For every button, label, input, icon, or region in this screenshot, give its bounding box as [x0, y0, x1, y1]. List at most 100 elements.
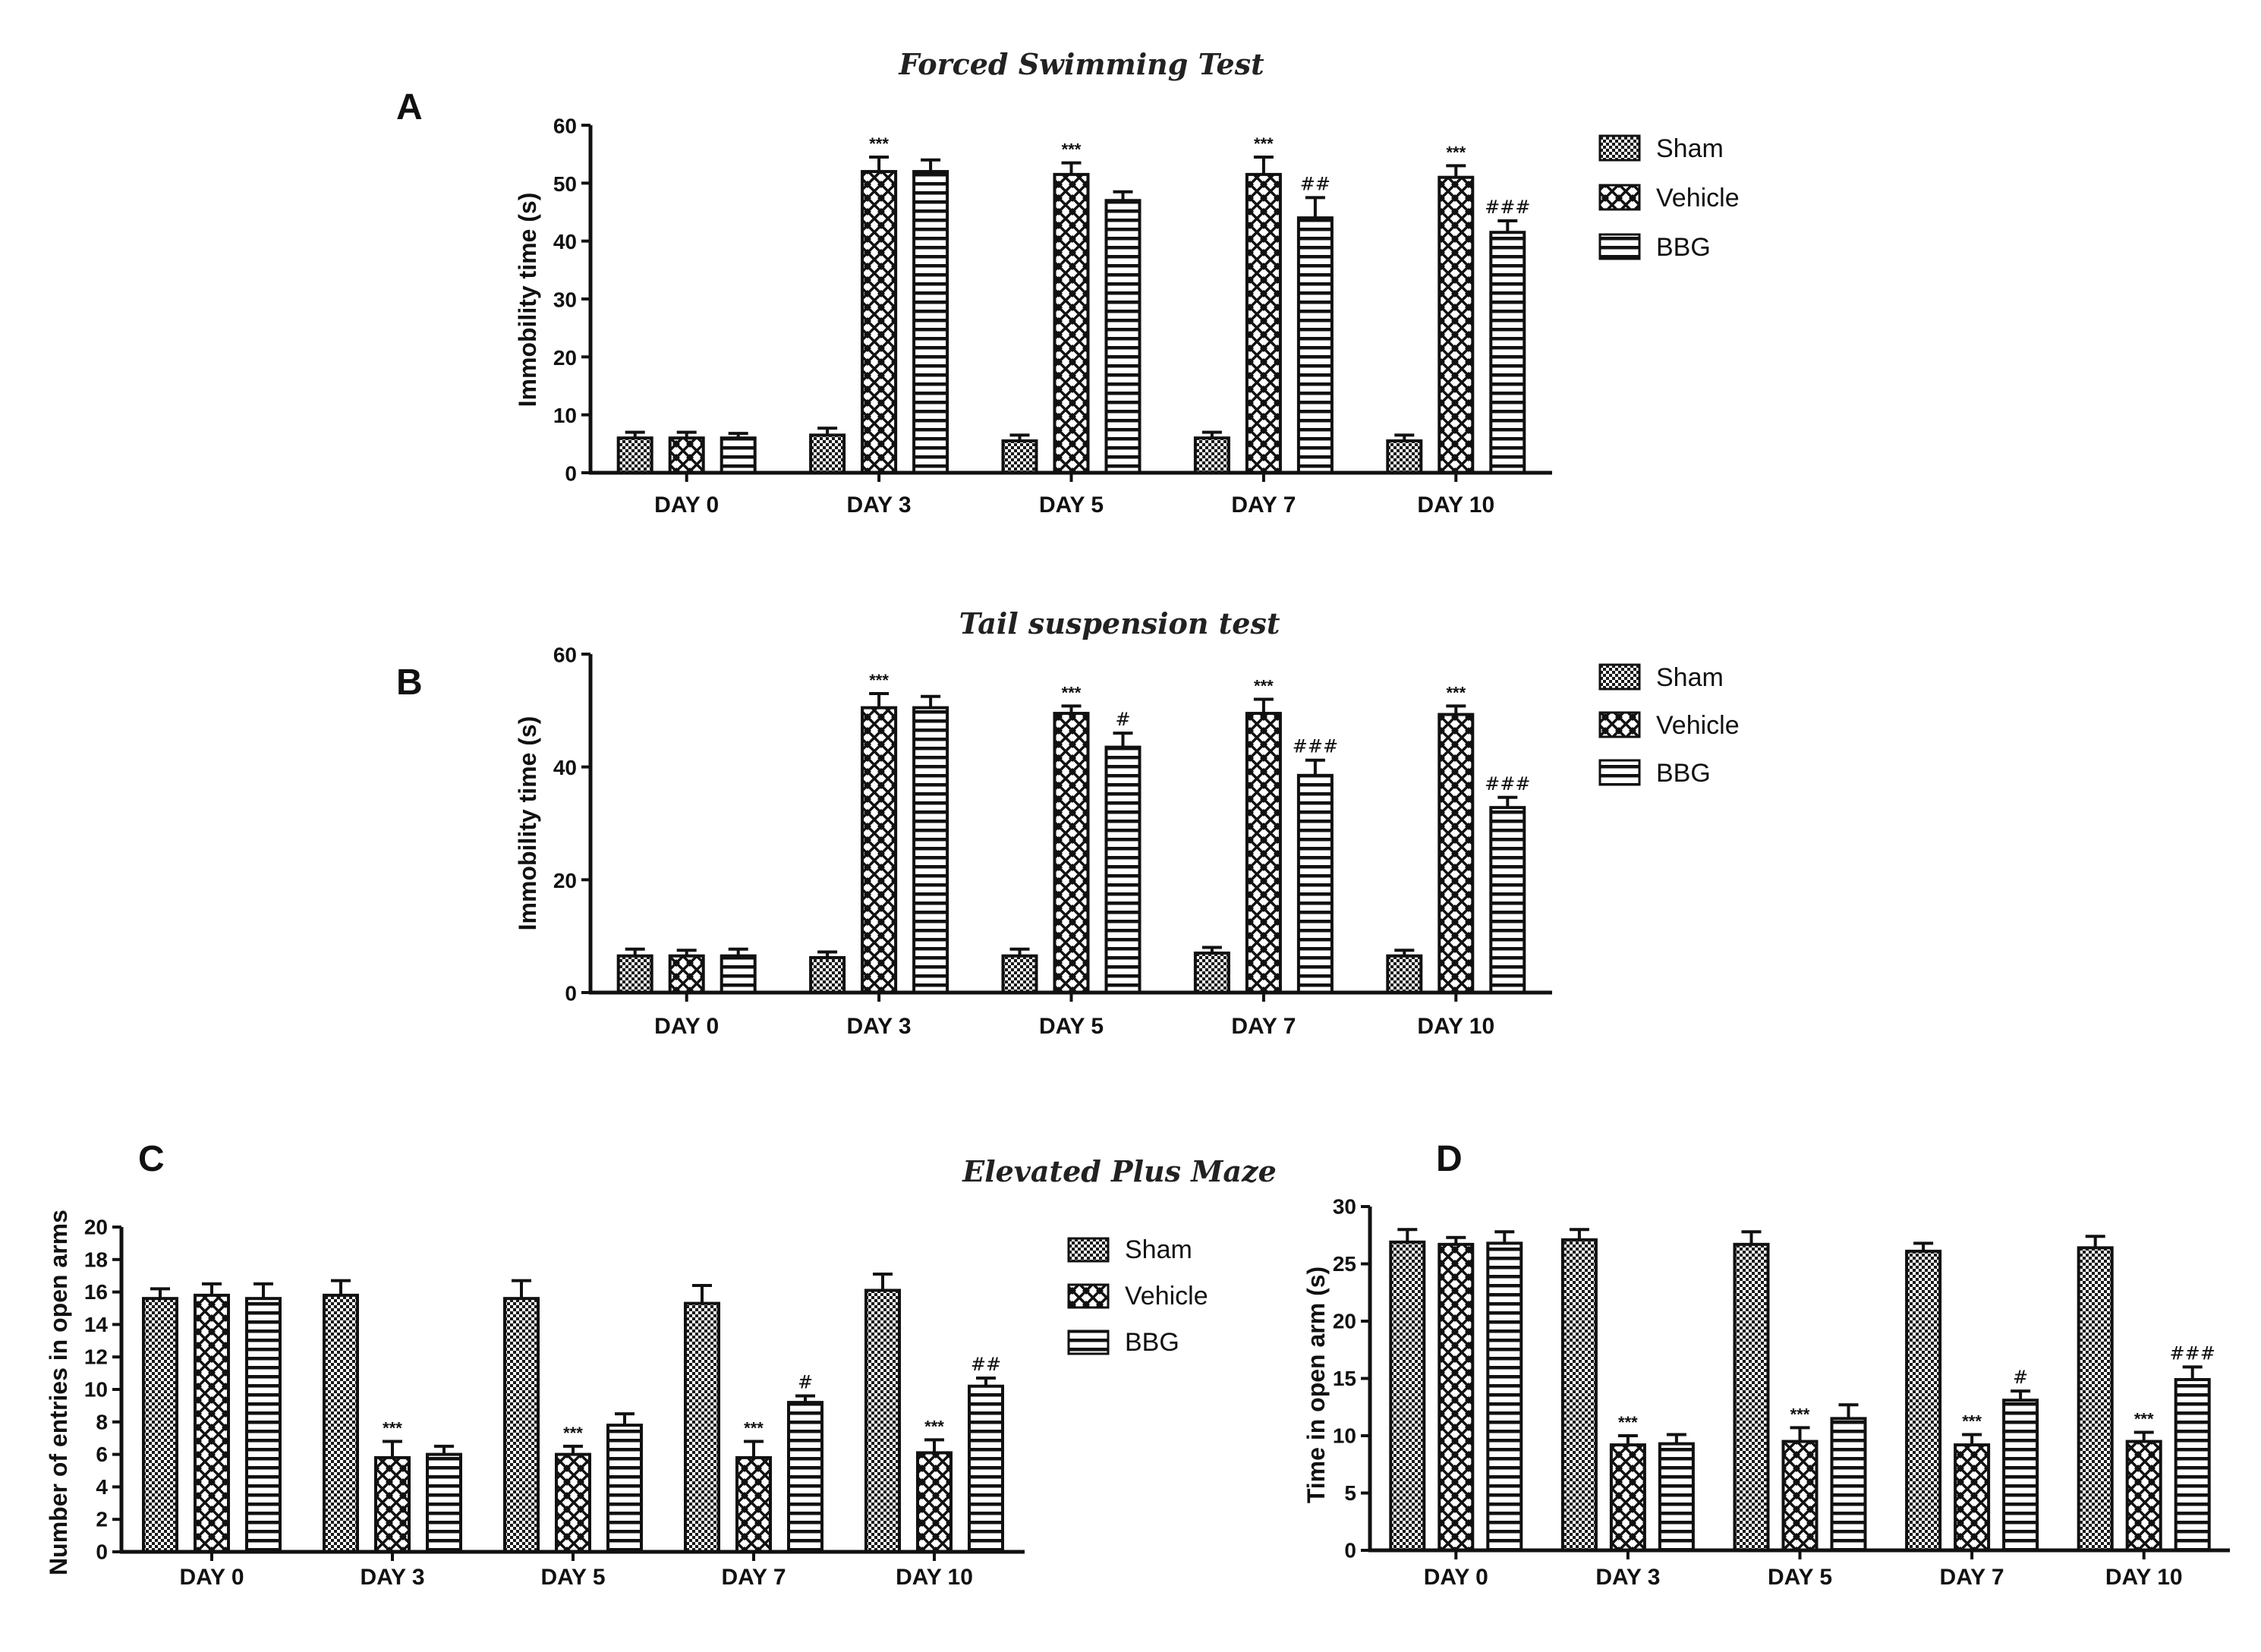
- error-bar: [869, 692, 890, 708]
- error-bar: [817, 950, 838, 958]
- bar-vehicle-day-7: [735, 1455, 772, 1554]
- bar-sham-day-3: [809, 433, 846, 475]
- y-tick-label: 25: [1333, 1252, 1356, 1276]
- significance-label: ***: [1446, 683, 1466, 702]
- significance-label: #: [798, 1372, 813, 1393]
- error-bar: [1394, 433, 1415, 442]
- error-bar: [676, 949, 697, 956]
- x-tick-label: DAY 10: [1417, 1014, 1494, 1039]
- error-bar: [817, 426, 838, 436]
- error-bar: [1061, 704, 1082, 714]
- y-tick-label: 8: [96, 1410, 108, 1433]
- panel-c-bar-chart: Elevated Plus Maze C Number of entries i…: [45, 1139, 1277, 1590]
- legend-label-bbg: BBG: [1656, 233, 1711, 262]
- error-bar: [1741, 1230, 1762, 1245]
- significance-label: ###: [1485, 197, 1530, 218]
- y-tick-label: 20: [84, 1215, 108, 1238]
- error-bar: [625, 947, 645, 956]
- bar-sham-day-5: [1001, 954, 1038, 995]
- bar-vehicle-day-3: [1609, 1443, 1646, 1552]
- panel-a-letter: A: [396, 87, 423, 127]
- x-tick-label: DAY 7: [1231, 1014, 1296, 1039]
- significance-label: ***: [1962, 1411, 1982, 1430]
- bar-sham-day-10: [1386, 954, 1423, 995]
- y-tick-label: 60: [553, 115, 577, 138]
- bar-sham-day-0: [616, 954, 653, 995]
- error-bar: [1305, 758, 1325, 776]
- error-bar: [512, 1279, 531, 1299]
- bar-bbg-day-7: [787, 1401, 823, 1553]
- error-bar: [676, 430, 697, 439]
- panel-a-legend: Sham Vehicle BBG: [1598, 134, 1740, 262]
- panel-c-letter: C: [138, 1139, 165, 1179]
- error-bar: [795, 1394, 815, 1403]
- error-bar: [873, 1273, 893, 1291]
- y-tick-label: 5: [1344, 1481, 1356, 1505]
- y-tick-label: 40: [553, 230, 577, 253]
- bar-sham-day-3: [323, 1293, 359, 1553]
- bar-sham-day-7: [1905, 1249, 1942, 1552]
- legend-label-sham: Sham: [1656, 134, 1724, 163]
- significance-label: ***: [1618, 1413, 1638, 1432]
- x-tick-label: DAY 3: [847, 492, 912, 518]
- bar-sham-day-7: [1193, 436, 1230, 475]
- significance-label: ***: [383, 1418, 402, 1437]
- x-tick-label: DAY 5: [1768, 1565, 1832, 1590]
- y-tick-label: 0: [565, 982, 577, 1005]
- bar-vehicle-day-0: [668, 436, 705, 475]
- x-tick-label: DAY 0: [654, 1014, 719, 1039]
- error-bar: [1394, 949, 1415, 956]
- error-bar: [1913, 1241, 1934, 1251]
- x-tick-label: DAY 5: [1039, 492, 1104, 518]
- bar-vehicle-day-3: [861, 170, 898, 474]
- y-tick-label: 10: [84, 1377, 108, 1401]
- error-bar: [1397, 1228, 1418, 1242]
- error-bar: [1009, 433, 1030, 442]
- y-tick-label: 16: [84, 1280, 108, 1304]
- error-bar: [1962, 1433, 1982, 1446]
- significance-label: ***: [1254, 134, 1274, 153]
- panel-a-plot: 0 10 20 30 40 50 60 DAY 0 *** DAY 3 *** DAY 5 *** ## D…: [553, 115, 1552, 518]
- x-tick-label: DAY 7: [721, 1565, 786, 1590]
- y-tick-label: 30: [553, 288, 577, 312]
- bar-vehicle-day-10: [2125, 1440, 2162, 1553]
- bar-bbg-day-5: [606, 1424, 643, 1553]
- significance-label: ***: [1790, 1405, 1810, 1424]
- y-tick-label: 0: [565, 462, 577, 486]
- bar-bbg-day-7: [2002, 1399, 2039, 1552]
- panel-b-title: Tail suspension test: [959, 606, 1280, 640]
- y-tick-label: 0: [96, 1540, 108, 1563]
- x-tick-label: DAY 3: [1595, 1565, 1660, 1590]
- bar-vehicle-day-0: [194, 1293, 230, 1553]
- legend-swatch-bbg: [1598, 233, 1641, 260]
- significance-label: ###: [1485, 773, 1530, 795]
- bar-bbg-day-0: [245, 1297, 282, 1554]
- significance-label: ***: [563, 1424, 583, 1443]
- error-bar: [1497, 219, 1518, 233]
- error-bar: [202, 1282, 222, 1295]
- significance-label: ***: [1254, 676, 1274, 695]
- error-bar: [434, 1444, 454, 1455]
- bar-sham-day-5: [1001, 439, 1038, 474]
- bar-vehicle-day-3: [861, 706, 898, 994]
- significance-label: ###: [1293, 736, 1338, 757]
- bar-vehicle-day-5: [1053, 712, 1090, 994]
- panel-c-legend: Sham Vehicle BBG: [1067, 1235, 1208, 1357]
- bar-bbg-day-3: [912, 170, 949, 474]
- error-bar: [976, 1377, 996, 1386]
- error-bar: [728, 432, 748, 439]
- bar-vehicle-day-7: [1245, 172, 1282, 474]
- error-bar: [625, 430, 645, 439]
- significance-label: ***: [869, 671, 889, 690]
- legend-swatch-vehicle: [1067, 1283, 1110, 1309]
- bar-sham-day-10: [864, 1289, 901, 1553]
- error-bar: [728, 947, 748, 956]
- significance-label: ***: [2134, 1409, 2154, 1428]
- y-tick-label: 2: [96, 1508, 108, 1531]
- bar-vehicle-day-0: [1438, 1242, 1475, 1552]
- y-tick-label: 14: [84, 1313, 109, 1336]
- error-bar: [921, 694, 941, 708]
- error-bar: [1201, 946, 1222, 953]
- x-tick-label: DAY 0: [654, 492, 719, 518]
- y-tick-label: 4: [96, 1475, 108, 1499]
